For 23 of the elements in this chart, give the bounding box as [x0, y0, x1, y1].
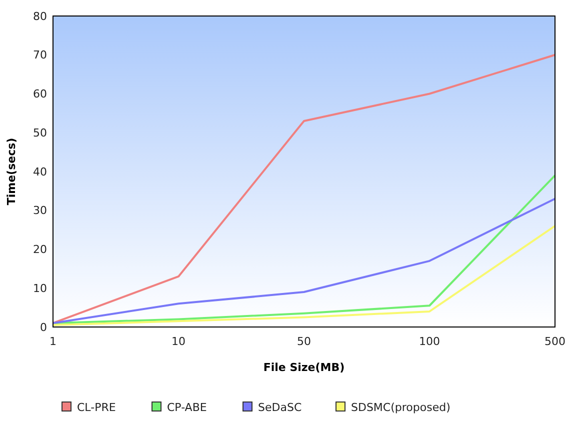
y-tick-label: 20 — [33, 243, 47, 256]
y-tick-label: 40 — [33, 165, 47, 178]
x-tick-label: 100 — [419, 335, 440, 348]
y-tick-label: 0 — [40, 320, 47, 334]
line-series — [52, 54, 556, 324]
x-tick-label: 1 — [50, 335, 56, 348]
y-axis-title: Time(secs) — [5, 138, 18, 206]
x-tick-label: 50 — [297, 335, 311, 348]
x-tick-label: 10 — [172, 335, 186, 348]
legend-label: SDSMC(proposed) — [351, 401, 450, 414]
x-tick-label: 500 — [544, 335, 566, 348]
legend-label: CP-ABE — [167, 401, 207, 414]
y-tick-label: 30 — [33, 204, 47, 218]
y-tick-label: 10 — [33, 282, 47, 295]
y-tick-label: 80 — [33, 10, 47, 23]
line-series — [52, 198, 556, 324]
x-axis-title: File Size(MB) — [263, 361, 345, 374]
line-series — [52, 224, 556, 326]
legend-label: CL-PRE — [77, 401, 116, 414]
y-tick-label: 50 — [33, 126, 47, 140]
y-tick-label: 70 — [33, 48, 47, 62]
legend-label: SeDaSC — [258, 401, 302, 414]
y-tick-label: 60 — [33, 88, 47, 101]
